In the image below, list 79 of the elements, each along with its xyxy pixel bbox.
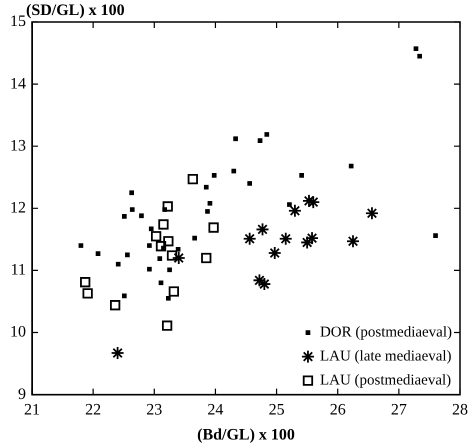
- x-tick-label: 24: [207, 401, 224, 418]
- point: [264, 132, 270, 137]
- legend-label: LAU (postmediaeval): [320, 372, 452, 389]
- point: [158, 280, 164, 286]
- point: [125, 252, 130, 258]
- point: [156, 241, 166, 252]
- x-tick-label: 28: [452, 401, 468, 418]
- legend-label: LAU (late mediaeval): [320, 348, 452, 365]
- point: [288, 204, 302, 218]
- point: [192, 236, 197, 240]
- point: [148, 226, 154, 232]
- point: [208, 200, 212, 206]
- point: [204, 184, 209, 190]
- point: [166, 296, 171, 301]
- x-axis-title: (Bd/GL) x 100: [197, 426, 295, 444]
- x-tick-label: 26: [330, 401, 346, 418]
- point: [80, 277, 90, 288]
- point: [205, 209, 210, 214]
- point: [110, 346, 124, 360]
- point: [365, 206, 379, 220]
- point: [166, 250, 178, 261]
- point: [162, 320, 172, 331]
- point: [122, 214, 127, 219]
- point: [247, 181, 252, 186]
- point: [147, 266, 152, 272]
- y-tick-label: 14: [10, 75, 26, 92]
- point: [242, 232, 257, 246]
- y-tick-label: 12: [10, 200, 26, 217]
- point: [433, 233, 438, 238]
- point: [414, 46, 418, 52]
- point: [122, 294, 127, 298]
- point: [201, 252, 212, 264]
- point: [348, 164, 354, 168]
- y-tick-label: 13: [10, 137, 26, 154]
- point: [172, 251, 186, 265]
- point: [162, 207, 168, 212]
- x-tick-label: 21: [24, 401, 40, 418]
- point: [287, 202, 292, 207]
- point: [305, 231, 319, 246]
- x-tick-label: 22: [85, 401, 102, 418]
- point: [278, 232, 293, 246]
- point: [96, 251, 100, 256]
- point: [300, 236, 314, 250]
- point: [110, 300, 120, 310]
- point: [256, 222, 270, 236]
- point: [176, 246, 180, 252]
- point: [233, 136, 238, 142]
- y-tick-label: 15: [10, 13, 26, 30]
- point: [116, 262, 121, 267]
- point: [157, 256, 162, 261]
- point: [268, 246, 282, 260]
- point: [417, 54, 422, 58]
- point: [78, 243, 84, 248]
- point: [168, 286, 179, 297]
- x-tick-label: 27: [390, 401, 407, 418]
- y-axis-title: (SD/GL) x 100: [26, 2, 125, 20]
- point: [212, 173, 217, 178]
- point: [299, 173, 304, 178]
- point: [163, 236, 174, 246]
- point: [231, 168, 236, 174]
- x-tick-label: 23: [146, 401, 162, 418]
- y-tick-label: 9: [18, 386, 26, 403]
- point: [129, 190, 134, 196]
- point: [188, 174, 198, 184]
- point: [167, 267, 172, 272]
- point: [208, 222, 219, 233]
- legend-label: DOR (postmediaeval): [320, 324, 452, 341]
- point: [82, 288, 93, 299]
- point: [162, 201, 173, 212]
- y-tick-label: 11: [10, 262, 26, 279]
- y-tick-label: 10: [10, 324, 26, 341]
- point: [139, 213, 144, 218]
- point: [150, 231, 162, 242]
- point: [158, 219, 169, 230]
- point: [130, 207, 135, 212]
- x-tick-label: 25: [268, 401, 285, 418]
- point: [258, 138, 262, 143]
- point: [147, 243, 152, 248]
- point: [346, 234, 360, 248]
